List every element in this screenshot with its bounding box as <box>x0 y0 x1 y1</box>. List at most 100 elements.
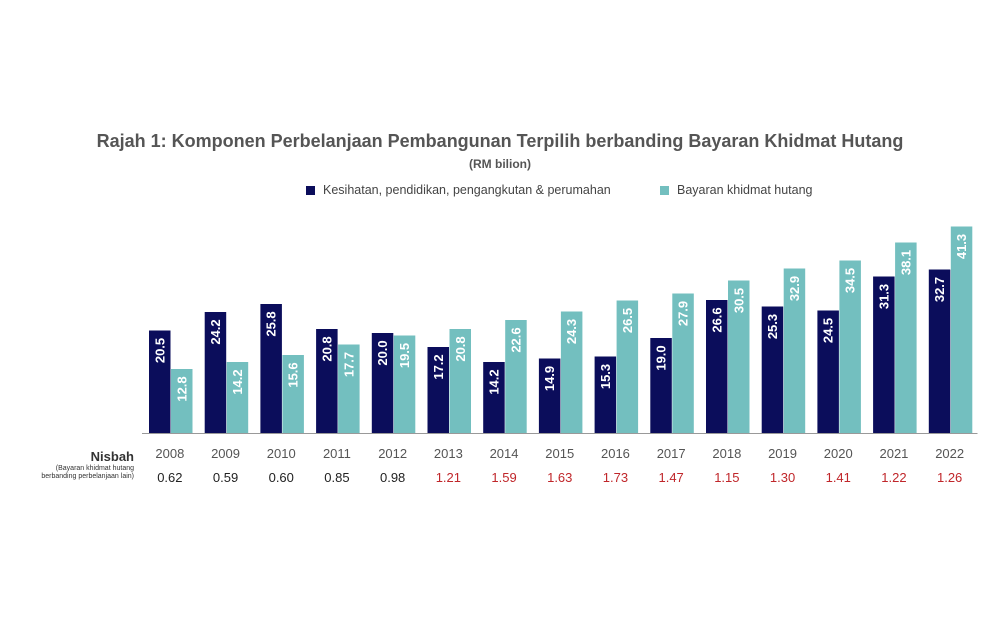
ratio-value-2018: 1.15 <box>714 470 739 485</box>
bar-series1-2020 <box>817 310 839 433</box>
bar-series2-2014 <box>505 320 527 433</box>
bar-series1-2021 <box>873 276 895 433</box>
ratio-value-2011: 0.85 <box>324 470 349 485</box>
bar-series1-2010 <box>260 304 282 433</box>
bar-series2-2017 <box>672 293 694 433</box>
bar-series2-2009 <box>226 362 249 433</box>
ratio-value-2019: 1.30 <box>770 470 795 485</box>
legend-label-series1: Kesihatan, pendidikan, pengangkutan & pe… <box>323 183 611 197</box>
data-label-series1-2010: 25.8 <box>264 311 279 336</box>
ratio-note-line1: (Bayaran khidmat hutang <box>55 465 134 472</box>
legend-swatch-series1 <box>306 185 315 195</box>
data-label-series2-2010: 15.6 <box>286 362 301 387</box>
data-label-series2-2021: 38.1 <box>898 250 913 275</box>
data-label-series1-2015: 14.9 <box>542 366 557 391</box>
bar-series2-2013 <box>449 329 471 433</box>
legend-label-series2: Bayaran khidmat hutang <box>677 183 813 197</box>
bar-series2-2020 <box>839 260 861 433</box>
data-label-series1-2018: 26.6 <box>709 307 724 332</box>
x-tick-label-2015: 2015 <box>545 446 574 461</box>
data-label-series2-2017: 27.9 <box>676 301 691 326</box>
bar-series2-2019 <box>783 268 806 433</box>
ratio-value-2015: 1.63 <box>547 470 572 485</box>
x-tick-label-2010: 2010 <box>267 446 296 461</box>
x-tick-label-2013: 2013 <box>434 446 463 461</box>
bar-series1-2016 <box>594 356 617 433</box>
bar-series1-2011 <box>316 329 338 433</box>
ratio-note-line2: berbanding perbelanjaan lain) <box>41 473 134 480</box>
x-tick-label-2012: 2012 <box>378 446 407 461</box>
data-label-series1-2013: 17.2 <box>431 354 446 379</box>
data-label-series1-2020: 24.5 <box>821 318 836 343</box>
bar-series1-2014 <box>483 362 505 433</box>
data-label-series1-2009: 24.2 <box>208 319 223 344</box>
bar-series1-2019 <box>761 306 784 433</box>
ratio-value-2009: 0.59 <box>213 470 238 485</box>
bar-series1-2017 <box>650 338 672 433</box>
bar-series2-2010 <box>282 355 304 433</box>
bar-series1-2018 <box>706 300 728 433</box>
ratio-value-2022: 1.26 <box>937 470 962 485</box>
bar-series1-2009 <box>204 312 227 433</box>
ratio-value-2008: 0.62 <box>157 470 182 485</box>
x-tick-label-2019: 2019 <box>768 446 797 461</box>
data-label-series2-2015: 24.3 <box>564 319 579 344</box>
data-label-series2-2014: 22.6 <box>508 327 523 352</box>
bar-series2-2008 <box>171 369 193 433</box>
legend-swatch-series2 <box>660 185 669 195</box>
x-tick-label-2009: 2009 <box>211 446 240 461</box>
data-label-series2-2011: 17.7 <box>341 352 356 377</box>
ratio-value-2016: 1.73 <box>603 470 628 485</box>
data-label-series1-2008: 20.5 <box>152 338 167 363</box>
x-tick-label-2014: 2014 <box>490 446 519 461</box>
ratio-value-2014: 1.59 <box>491 470 516 485</box>
ratio-value-2010: 0.60 <box>269 470 294 485</box>
legend-item-health-education: Kesihatan, pendidikan, pengangkutan & pe… <box>306 183 611 197</box>
x-tick-label-2022: 2022 <box>935 446 964 461</box>
legend-item-debt-service: Bayaran khidmat hutang <box>660 183 813 197</box>
bar-series1-2008 <box>149 330 171 433</box>
bar-series2-2011 <box>338 344 360 433</box>
bar-series2-2022 <box>950 226 973 433</box>
ratio-value-2017: 1.47 <box>658 470 683 485</box>
data-label-series1-2019: 25.3 <box>765 314 780 339</box>
data-label-series2-2018: 30.5 <box>731 288 746 313</box>
ratio-label: Nisbah <box>90 449 134 464</box>
x-tick-label-2021: 2021 <box>879 446 908 461</box>
bar-series1-2015 <box>538 358 561 433</box>
data-label-series1-2012: 20.0 <box>375 340 390 365</box>
data-label-series1-2016: 15.3 <box>598 364 613 389</box>
bar-series2-2021 <box>895 242 917 433</box>
ratio-value-2021: 1.22 <box>881 470 906 485</box>
x-tick-label-2016: 2016 <box>601 446 630 461</box>
data-label-series2-2020: 34.5 <box>843 268 858 293</box>
x-tick-label-2017: 2017 <box>657 446 686 461</box>
data-label-series1-2014: 14.2 <box>486 369 501 394</box>
data-label-series2-2019: 32.9 <box>787 276 802 301</box>
data-label-series1-2011: 20.8 <box>319 336 334 361</box>
x-tick-label-2011: 2011 <box>323 446 351 461</box>
data-label-series2-2012: 19.5 <box>397 343 412 368</box>
bar-series1-2022 <box>928 269 951 433</box>
data-label-series2-2008: 12.8 <box>174 376 189 401</box>
bar-series2-2018 <box>728 280 750 433</box>
data-label-series1-2021: 31.3 <box>876 284 891 309</box>
x-tick-label-2020: 2020 <box>824 446 853 461</box>
bar-series2-2015 <box>560 311 583 433</box>
data-label-series2-2013: 20.8 <box>453 336 468 361</box>
data-label-series1-2022: 32.7 <box>932 277 947 302</box>
bar-series1-2012 <box>371 333 394 433</box>
ratio-value-2013: 1.21 <box>436 470 461 485</box>
chart-subtitle: (RM bilion) <box>469 157 531 171</box>
bar-series1-2013 <box>427 347 449 433</box>
chart-title: Rajah 1: Komponen Perbelanjaan Pembangun… <box>96 131 904 151</box>
bar-series2-2016 <box>616 300 639 433</box>
ratio-value-2012: 0.98 <box>380 470 405 485</box>
data-label-series2-2009: 14.2 <box>230 369 245 394</box>
ratio-note: (Bayaran khidmat hutang berbanding perbe… <box>0 465 134 481</box>
data-label-series2-2016: 26.5 <box>620 308 635 333</box>
data-label-series2-2022: 41.3 <box>954 234 969 259</box>
ratio-value-2020: 1.41 <box>826 470 851 485</box>
x-tick-label-2008: 2008 <box>155 446 184 461</box>
